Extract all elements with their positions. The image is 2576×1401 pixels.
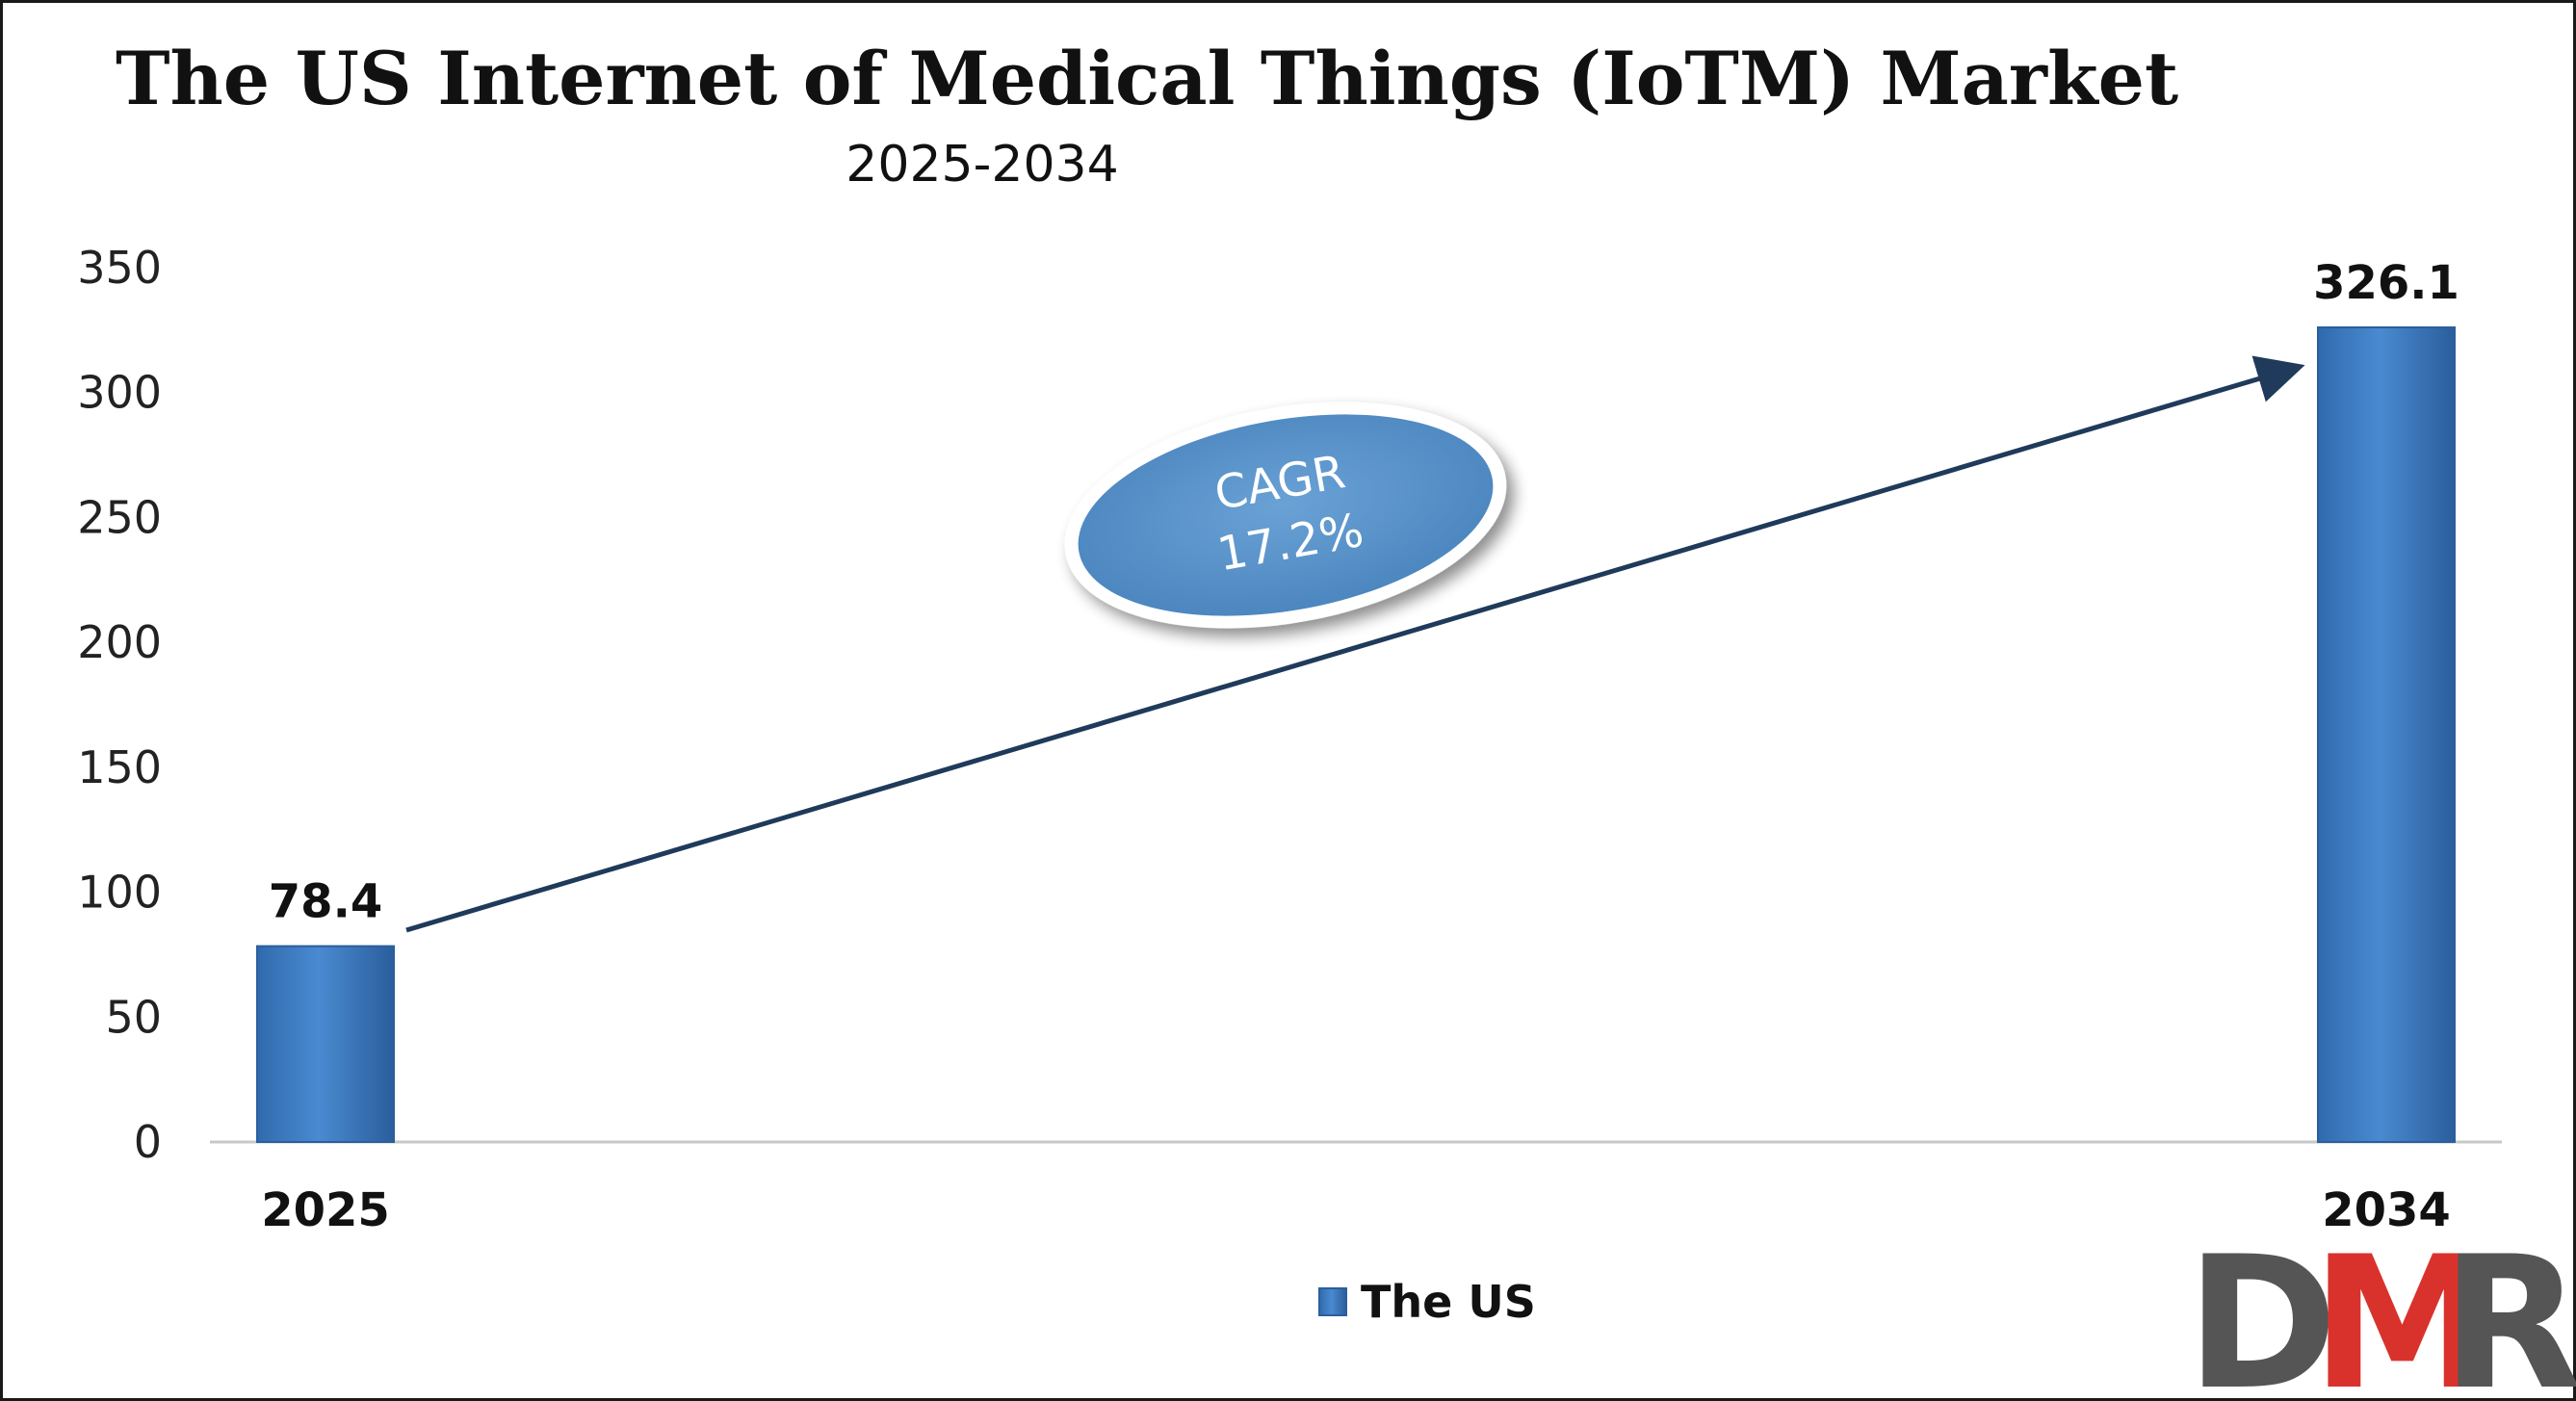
y-tick-label: 200 — [77, 616, 162, 668]
legend: The US — [1318, 1276, 1536, 1328]
y-tick-label: 50 — [105, 991, 162, 1043]
cagr-badge: CAGR 17.2% — [1064, 402, 1507, 629]
bar-2025 — [256, 945, 395, 1143]
logo-letter-d: D — [2186, 1217, 2338, 1401]
x-axis-ticks: 2025 2034 — [261, 1183, 2451, 1237]
y-axis-ticks: 0 50 100 150 200 250 300 350 — [77, 242, 162, 1168]
logo-letter-r: R — [2441, 1217, 2576, 1401]
y-tick-label: 350 — [77, 242, 162, 294]
y-tick-label: 250 — [77, 491, 162, 543]
legend-swatch — [1318, 1287, 1347, 1316]
data-label-2034: 326.1 — [2313, 256, 2459, 310]
y-tick-label: 300 — [77, 367, 162, 419]
y-tick-label: 100 — [77, 867, 162, 919]
logo-letter-m: M — [2311, 1217, 2493, 1401]
data-label-2025: 78.4 — [269, 875, 382, 929]
chart-subtitle: 2025-2034 — [846, 136, 1118, 194]
dmr-logo: D M R — [2186, 1217, 2576, 1401]
chart-title: The US Internet of Medical Things (IoTM)… — [116, 36, 2178, 121]
bars-group: 78.4 326.1 — [256, 256, 2459, 1143]
x-tick-label-2034: 2034 — [2322, 1183, 2451, 1237]
bar-2034 — [2317, 326, 2456, 1143]
y-tick-label: 0 — [134, 1116, 162, 1168]
legend-label: The US — [1361, 1276, 1536, 1328]
y-tick-label: 150 — [77, 741, 162, 793]
cagr-arrow — [405, 355, 2305, 933]
x-tick-label-2025: 2025 — [261, 1183, 390, 1237]
